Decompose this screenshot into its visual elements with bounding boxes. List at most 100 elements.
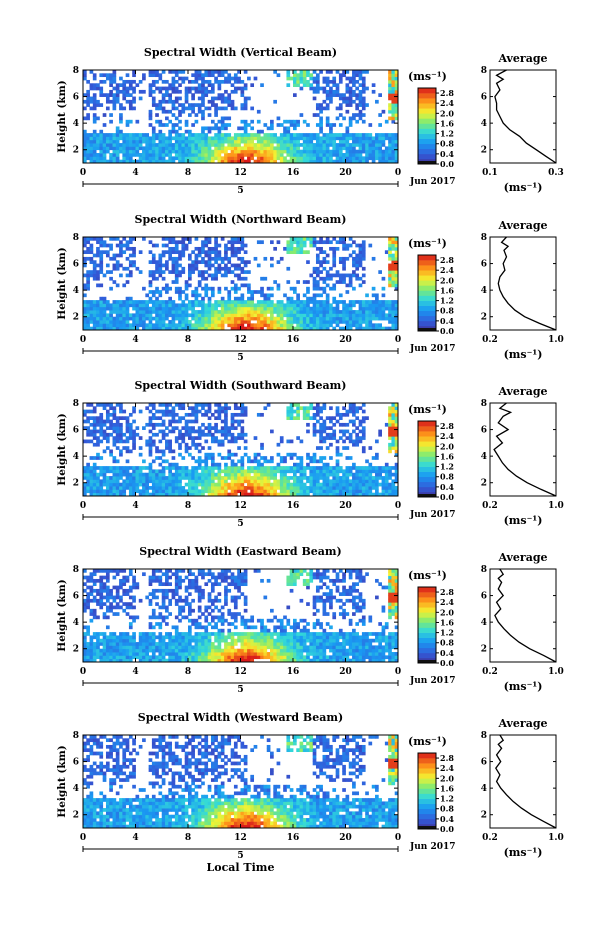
heatmap-cell — [253, 303, 258, 308]
heatmap-cell — [132, 446, 136, 450]
heatmap-cell — [319, 153, 323, 157]
heatmap-cell — [325, 149, 330, 154]
heatmap-cell — [227, 492, 232, 497]
heatmap-cell — [112, 99, 117, 104]
colorbar-segment — [418, 260, 436, 266]
heatmap-cell — [306, 492, 310, 497]
heatmap-cell — [335, 479, 340, 484]
heatmap-cell — [224, 469, 228, 474]
heatmap-cell — [293, 310, 297, 314]
heatmap-cell — [263, 159, 268, 164]
heatmap-cell — [283, 486, 287, 490]
heatmap-cell — [86, 276, 90, 281]
heatmap-cell — [194, 136, 199, 141]
heatmap-cell — [112, 143, 117, 147]
heatmap-cell — [112, 73, 117, 78]
heatmap-cell — [302, 243, 307, 248]
heatmap-cell — [86, 320, 90, 324]
heatmap-cell — [188, 113, 192, 117]
heatmap-cell — [253, 476, 258, 480]
heatmap-cell — [319, 300, 323, 304]
heatmap-cell — [233, 76, 238, 81]
heatmap-cell — [325, 469, 330, 474]
heatmap-cell — [335, 93, 340, 97]
heatmap-cell — [329, 276, 333, 281]
heatmap-cell — [138, 476, 143, 480]
heatmap-cell — [89, 306, 94, 311]
heatmap-cell — [204, 253, 209, 258]
heatmap-cell — [329, 136, 333, 141]
heatmap-cell — [148, 403, 153, 407]
heatmap-cell — [266, 296, 271, 301]
heatmap-cell — [286, 658, 291, 663]
heatmap-cell — [352, 116, 356, 121]
heatmap-cell — [306, 83, 310, 88]
heatmap-cell — [381, 306, 386, 311]
heatmap-cell — [391, 119, 396, 124]
heatmap-cell — [161, 303, 166, 308]
heatmap-cell — [319, 143, 323, 147]
heatmap-cell — [201, 326, 205, 331]
heatmap-cell — [194, 310, 199, 314]
heatmap-cell — [165, 89, 169, 94]
heatmap-cell — [276, 136, 281, 141]
heatmap-cell — [381, 276, 386, 281]
heatmap-cell — [214, 313, 218, 318]
heatmap-cell — [155, 113, 159, 117]
heatmap-cell — [279, 123, 284, 127]
heatmap-cell — [83, 283, 87, 288]
heatmap-cell — [293, 159, 297, 164]
heatmap-cell — [243, 655, 248, 660]
heatmap-cell — [365, 303, 369, 308]
date-label: Jun 2017 — [409, 344, 456, 354]
heatmap-cell — [178, 432, 182, 437]
heatmap-cell — [279, 256, 284, 261]
heatmap-cell — [375, 306, 379, 311]
colorbar-segment — [418, 328, 436, 331]
heatmap-cell — [358, 246, 363, 251]
heatmap-cell — [224, 655, 228, 660]
heatmap-cell — [260, 240, 264, 245]
heatmap-cell — [352, 70, 356, 74]
x-tick-label: 20 — [339, 501, 352, 511]
heatmap-cell — [109, 658, 113, 663]
heatmap-cell — [302, 237, 307, 241]
heatmap-cell — [184, 466, 189, 470]
heatmap-cell — [352, 153, 356, 157]
heatmap-cell — [220, 273, 225, 278]
heatmap-cell — [158, 103, 163, 107]
heatmap-cell — [128, 472, 133, 477]
heatmap-cell — [276, 283, 281, 288]
heatmap-cell — [171, 106, 176, 111]
heatmap-cell — [168, 250, 172, 255]
heatmap-cell — [181, 472, 186, 477]
heatmap-cell — [161, 143, 166, 147]
heatmap-cell — [338, 422, 343, 427]
heatmap-cell — [197, 326, 202, 331]
heatmap-cell — [204, 439, 209, 444]
heatmap-cell — [168, 240, 172, 245]
colorbar-segment — [418, 255, 436, 261]
heatmap-cell — [83, 93, 87, 97]
heatmap-cell — [161, 99, 166, 104]
heatmap-cell — [188, 256, 192, 261]
heatmap-cell — [394, 479, 399, 484]
heatmap-cell — [250, 106, 255, 111]
heatmap-cell — [220, 313, 225, 318]
heatmap-cell — [335, 449, 340, 454]
heatmap-cell — [96, 270, 100, 274]
heatmap-cell — [151, 316, 156, 321]
heatmap-cell — [227, 266, 232, 271]
heatmap-cell — [191, 86, 195, 91]
heatmap-cell — [266, 146, 271, 151]
heatmap-cell — [345, 126, 350, 131]
heatmap-cell — [161, 479, 166, 484]
heatmap-cell — [207, 89, 212, 94]
heatmap-cell — [296, 119, 300, 124]
heatmap-cell — [128, 482, 133, 487]
heatmap-cell — [86, 655, 90, 660]
heatmap-cell — [260, 462, 264, 467]
heatmap-cell — [191, 442, 195, 447]
heatmap-cell — [142, 472, 146, 477]
